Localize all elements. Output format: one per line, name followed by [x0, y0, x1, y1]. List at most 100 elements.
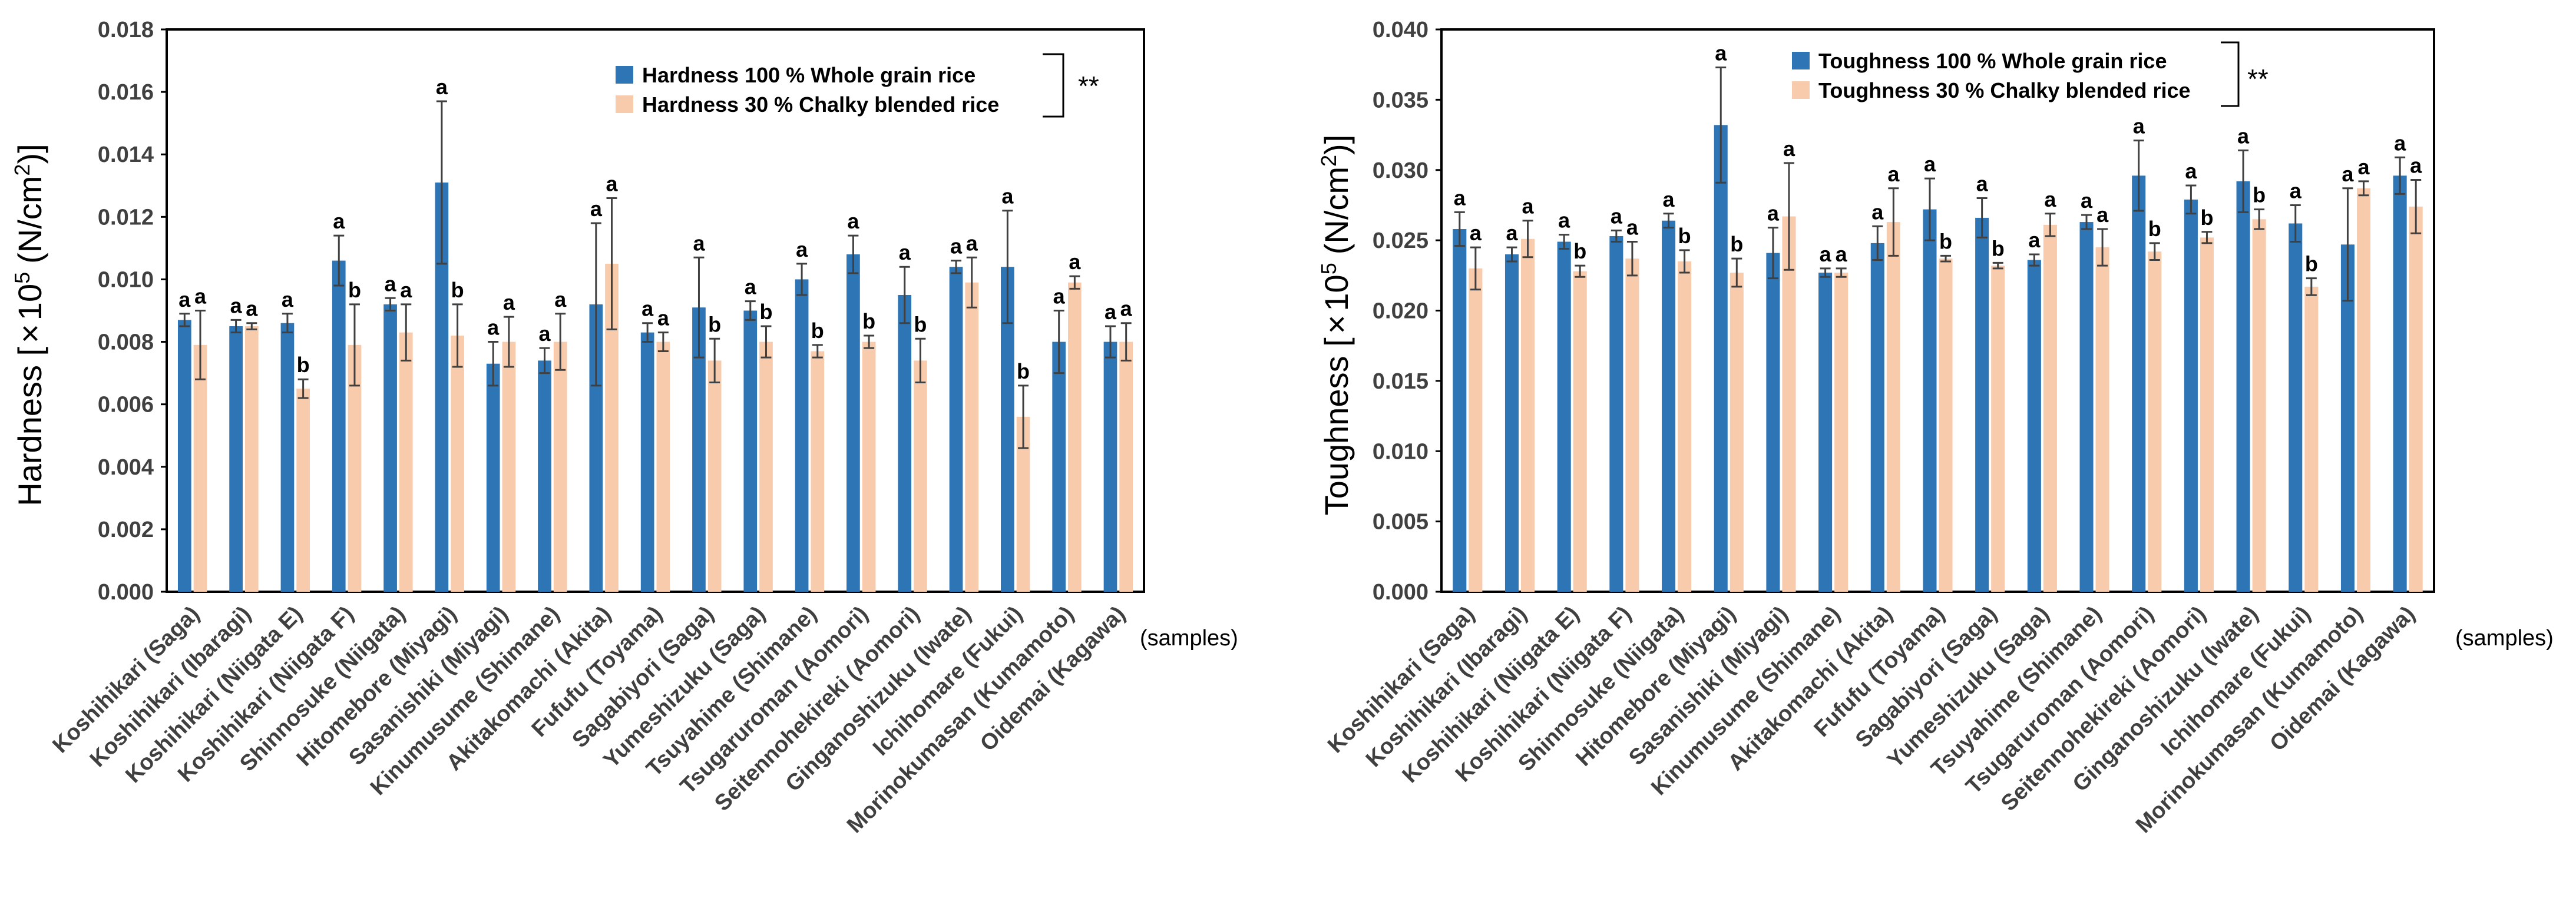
bar-chalky-blended	[296, 389, 310, 592]
significance-letter: a	[693, 231, 705, 255]
significance-letter: a	[2410, 153, 2422, 177]
error-bar	[195, 310, 206, 380]
bar-whole-grain	[2289, 223, 2303, 592]
significance-letter: b	[1017, 359, 1030, 383]
significance-letter: a	[1783, 137, 1795, 161]
error-bar	[1767, 227, 1778, 280]
y-tick-label: 0.005	[1373, 510, 1428, 535]
error-bar	[951, 260, 962, 274]
bar-chalky-blended	[553, 342, 567, 592]
significance-letter: b	[2253, 183, 2266, 207]
bar-whole-grain	[2340, 244, 2355, 592]
significance-letter: b	[1730, 232, 1743, 256]
bar-whole-grain	[1662, 220, 1676, 592]
significance-letter: a	[966, 231, 978, 255]
bar-whole-grain	[2079, 222, 2094, 592]
error-bar	[246, 322, 257, 330]
significance-letter: b	[297, 353, 310, 377]
bar-chalky-blended	[1625, 258, 1639, 592]
bar-whole-grain	[2027, 260, 2041, 592]
bar-whole-grain	[1103, 342, 1117, 592]
significance-letter: a	[796, 237, 808, 261]
error-bar	[1992, 261, 2003, 270]
significance-letter: b	[759, 300, 772, 324]
significance-letter: a	[333, 209, 345, 233]
bar-whole-grain	[2236, 181, 2250, 592]
error-bar	[436, 100, 447, 265]
bar-whole-grain	[1557, 241, 1571, 592]
bar-chalky-blended	[1016, 416, 1030, 592]
error-bar	[1976, 197, 1988, 238]
error-bar	[488, 341, 499, 387]
significance-letter: a	[1470, 221, 1482, 245]
bar-whole-grain	[898, 294, 912, 592]
error-bar	[1783, 162, 1794, 271]
significance-letter: a	[2237, 124, 2250, 148]
error-bar	[745, 300, 756, 321]
bar-whole-grain	[1923, 209, 1937, 592]
error-bar	[1836, 267, 1847, 278]
significance-letter: a	[2028, 228, 2041, 252]
error-bar	[1575, 264, 1586, 278]
bar-whole-grain	[280, 323, 295, 592]
y-tick-label: 0.016	[98, 80, 154, 105]
legend-swatch-whole	[616, 66, 633, 84]
bar-chalky-blended	[399, 332, 413, 592]
error-bar	[349, 303, 360, 387]
significance-bracket	[2221, 41, 2240, 107]
significance-letter: b	[862, 309, 875, 333]
error-bar	[1626, 241, 1638, 277]
y-tick-label: 0.012	[98, 205, 154, 230]
y-tick-label: 0.002	[98, 518, 154, 542]
legend-label-whole: Hardness 100 % Whole grain rice	[642, 63, 975, 87]
significance-letter: a	[1611, 204, 1623, 228]
error-bar	[812, 344, 823, 359]
bar-whole-grain	[229, 326, 243, 592]
bar-chalky-blended	[244, 326, 259, 592]
bar-chalky-blended	[965, 282, 979, 592]
error-bar	[2185, 184, 2197, 215]
hardness-legend: Hardness 100 % Whole grain rice Hardness…	[616, 53, 1099, 118]
significance-letter: a	[1887, 162, 1900, 186]
significance-letter: a	[2185, 159, 2197, 183]
y-tick-label: 0.006	[98, 393, 154, 417]
y-tick-label: 0.008	[98, 330, 154, 355]
bar-chalky-blended	[1521, 238, 1535, 592]
error-bar	[1522, 220, 1533, 258]
error-bar	[760, 325, 772, 359]
significance-letter: a	[2357, 155, 2370, 179]
significance-letter: a	[2133, 114, 2145, 138]
error-bar	[2342, 187, 2353, 302]
bar-chalky-blended	[914, 360, 927, 592]
significance-letter: a	[657, 306, 670, 330]
significance-letter: a	[2342, 162, 2354, 186]
toughness-y-ticks: 0.000 0.005 0.010 0.015 0.020 0.025 0.030 0.035…	[1373, 18, 1441, 605]
bar-whole-grain	[1766, 253, 1780, 592]
bar-chalky-blended	[502, 342, 516, 592]
bar-chalky-blended	[811, 351, 825, 592]
error-bar	[452, 303, 463, 368]
bar-chalky-blended	[2409, 206, 2423, 592]
bar-chalky-blended	[1886, 222, 1900, 592]
error-bar	[1018, 384, 1029, 449]
bar-whole-grain	[486, 363, 500, 592]
error-bar	[796, 263, 808, 296]
hardness-y-ticks: 0.000 0.002 0.004 0.006 0.008 0.010 0.012 0.014…	[98, 18, 167, 605]
significance-letter: a	[178, 287, 191, 311]
error-bar	[503, 316, 514, 368]
significance-letter: a	[1120, 297, 1133, 321]
error-bar	[1663, 213, 1674, 229]
toughness-x-unit-label: (samples)	[2455, 626, 2554, 651]
y-tick-label: 0.018	[98, 18, 154, 42]
error-bar	[2290, 204, 2301, 243]
error-bar	[1105, 325, 1116, 359]
bar-chalky-blended	[2200, 237, 2214, 592]
error-bar	[2097, 228, 2108, 267]
y-tick-label: 0.000	[1373, 580, 1428, 605]
error-bar	[2238, 149, 2249, 213]
significance-letter: b	[2200, 205, 2213, 230]
error-bar	[2081, 214, 2092, 230]
